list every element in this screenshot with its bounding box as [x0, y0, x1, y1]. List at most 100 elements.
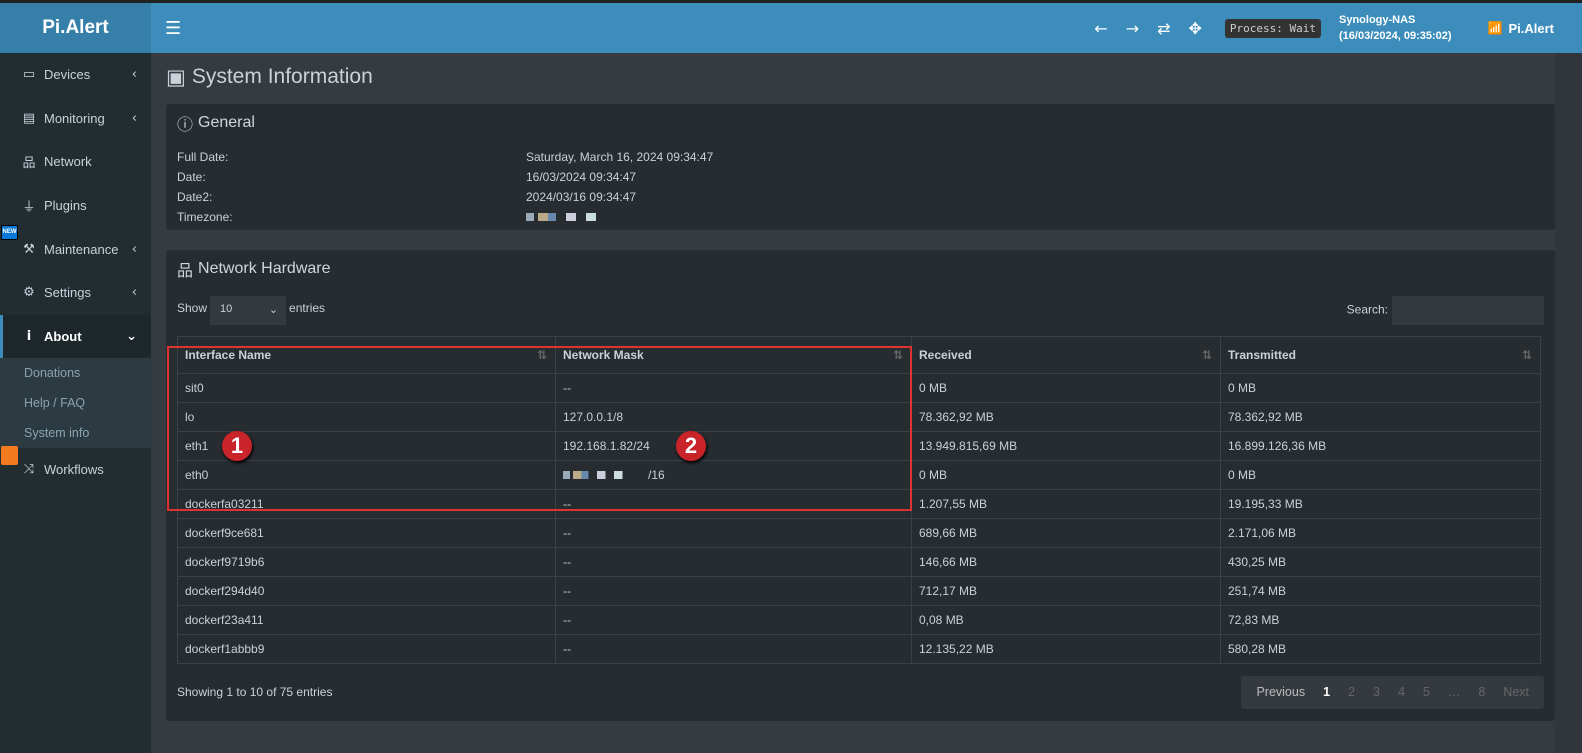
- page-title-text: System Information: [191, 65, 373, 88]
- column-header[interactable]: Received ⇅: [911, 336, 1221, 374]
- sidebar-item-network[interactable]: 品 Network: [0, 140, 151, 184]
- sidebar-item-label: Devices: [44, 67, 91, 83]
- sidebar-item-workflows[interactable]: ⤨ Workflows: [0, 448, 151, 492]
- menu-toggle-icon[interactable]: ☰: [165, 17, 182, 38]
- new-badge: NEW: [1, 225, 18, 240]
- scrollbar[interactable]: [1555, 53, 1582, 753]
- chevron-left-icon: ‹: [131, 241, 137, 257]
- move-icon[interactable]: ✥: [1188, 18, 1202, 38]
- sidebar-item-settings[interactable]: ⚙ Settings ‹: [0, 271, 151, 315]
- page-link[interactable]: 8: [1478, 685, 1486, 699]
- table-cell: --: [555, 634, 912, 664]
- table-cell: dockerf1abbb9: [177, 634, 556, 664]
- annotation-marker-2: 2: [676, 431, 706, 461]
- table-cell: dockerfa03211: [177, 489, 556, 519]
- box-title: General: [198, 114, 255, 131]
- general-row: Date: 16/03/2024 09:34:47: [166, 167, 1555, 187]
- column-header[interactable]: Network Mask ⇅: [555, 336, 912, 374]
- table-cell: --: [555, 518, 912, 548]
- table-cell: eth0: [177, 460, 556, 490]
- cell-text: 0 MB: [919, 468, 948, 482]
- table-row: dockerf1abbb9 -- 12.135,22 MB 580,28 MB: [177, 634, 1541, 664]
- table-cell: 72,83 MB: [1220, 605, 1541, 635]
- refresh-icon[interactable]: ⇄: [1157, 18, 1171, 38]
- table-row: eth1 192.168.1.82/24 13.949.815,69 MB 16.89…: [177, 431, 1541, 461]
- table-cell: 12.135,22 MB: [911, 634, 1221, 664]
- table-cell: 127.0.0.1/8: [555, 402, 912, 432]
- box-title: Network Hardware: [198, 260, 331, 277]
- column-header-label: Received: [919, 348, 972, 362]
- network-table: Interface Name ⇅ Network Mask ⇅ Received ⇅ Tra…: [177, 336, 1541, 664]
- network-title: 品 Network Hardware: [166, 250, 1555, 288]
- shuffle-icon: ⤨: [23, 462, 35, 478]
- sidebar-item-monitoring[interactable]: ▤ Monitoring ‹: [0, 97, 151, 141]
- general-key: Date2:: [177, 190, 213, 204]
- arrow-left-icon[interactable]: ←: [1094, 18, 1108, 38]
- table-row: dockerf23a411 -- 0,08 MB 72,83 MB: [177, 605, 1541, 635]
- arrow-right-icon[interactable]: →: [1125, 18, 1140, 38]
- table-row: dockerfa03211 -- 1.207,55 MB 19.195,33 MB: [177, 489, 1541, 519]
- general-row: Timezone:: [166, 207, 1555, 227]
- cell-text: eth1: [185, 439, 209, 453]
- general-row: Date2: 2024/03/16 09:34:47: [166, 187, 1555, 207]
- network-hardware-box: 品 Network Hardware Show 10 ⌄ entries Search:…: [166, 250, 1555, 721]
- column-header[interactable]: Transmitted ⇅: [1220, 336, 1541, 374]
- page-title: ▣ System Information: [166, 60, 1555, 94]
- sidebar-item-about[interactable]: i About ⌄: [0, 314, 151, 359]
- page-link[interactable]: …: [1447, 685, 1461, 699]
- table-cell: dockerf23a411: [177, 605, 556, 635]
- page-link[interactable]: Next: [1503, 685, 1529, 699]
- cell-text: 1.207,55 MB: [919, 497, 988, 511]
- cell-text: dockerfa03211: [185, 497, 264, 511]
- table-cell: --: [555, 547, 912, 577]
- sidebar-item-help-faq[interactable]: Help / FAQ: [24, 396, 86, 411]
- chevron-left-icon: ‹: [131, 67, 137, 83]
- cell-text: sit0: [185, 381, 204, 395]
- sidebar-item-donations[interactable]: Donations: [24, 366, 81, 381]
- about-submenu: Donations Help / FAQ System info: [0, 358, 151, 449]
- table-cell: 2.171,06 MB: [1220, 518, 1541, 548]
- table-cell: /16: [555, 460, 912, 490]
- host-info: Synology-NAS (16/03/2024, 09:35:02): [1339, 12, 1452, 44]
- cell-text: dockerf1abbb9: [185, 642, 265, 656]
- user-menu[interactable]: Pi.Alert: [1508, 20, 1554, 36]
- table-row: dockerf294d40 -- 712,17 MB 251,74 MB: [177, 576, 1541, 606]
- table-cell: 712,17 MB: [911, 576, 1221, 606]
- sidebar-item-system-info[interactable]: System info: [24, 426, 90, 441]
- cell-text: --: [563, 497, 571, 511]
- entries-label: entries: [289, 300, 326, 315]
- sidebar-item-label: Settings: [44, 285, 91, 301]
- cell-text: --: [563, 555, 571, 569]
- page-link[interactable]: 1: [1323, 685, 1331, 699]
- table-row: dockerf9ce681 -- 689,66 MB 2.171,06 MB: [177, 518, 1541, 548]
- page-link[interactable]: 2: [1348, 685, 1355, 699]
- sidebar-item-maintenance[interactable]: ⚒ Maintenance ‹: [0, 227, 151, 271]
- page-link[interactable]: Previous: [1256, 685, 1306, 699]
- sidebar-item-label: Monitoring: [44, 110, 105, 126]
- table-cell: 16.899.126,36 MB: [1220, 431, 1541, 461]
- cell-text: 0 MB: [919, 381, 948, 395]
- cell-text: 13.949.815,69 MB: [919, 439, 1018, 453]
- entries-select[interactable]: 10 ⌄: [210, 295, 287, 325]
- cell-text: dockerf294d40: [185, 584, 265, 598]
- cell-text: 2.171,06 MB: [1228, 526, 1297, 540]
- page-link[interactable]: 3: [1372, 685, 1380, 699]
- column-header[interactable]: Interface Name ⇅: [177, 336, 556, 374]
- general-value: 2024/03/16 09:34:47: [526, 190, 637, 204]
- cell-text: 251,74 MB: [1228, 584, 1287, 598]
- table-cell: 146,66 MB: [911, 547, 1221, 577]
- chip-icon: ▣: [166, 65, 186, 89]
- sort-icon: ⇅: [1521, 348, 1532, 362]
- logo[interactable]: Pi.Alert: [0, 3, 151, 53]
- page-link[interactable]: 4: [1397, 685, 1405, 699]
- table-cell: 19.195,33 MB: [1220, 489, 1541, 519]
- page-link[interactable]: 5: [1422, 685, 1430, 699]
- table-cell: 0 MB: [1220, 460, 1541, 490]
- sort-desc-icon: ⇅: [536, 348, 547, 362]
- sidebar-item-devices[interactable]: ▭ Devices ‹: [0, 53, 151, 97]
- table-cell: 78.362,92 MB: [1220, 402, 1541, 432]
- sidebar-item-plugins[interactable]: ⏚ Plugins: [0, 184, 151, 228]
- main-content: ▣ System Information ⓘ General Full Date: S…: [151, 53, 1555, 721]
- search-input[interactable]: [1392, 295, 1544, 325]
- plug-icon: ⏚: [22, 200, 36, 216]
